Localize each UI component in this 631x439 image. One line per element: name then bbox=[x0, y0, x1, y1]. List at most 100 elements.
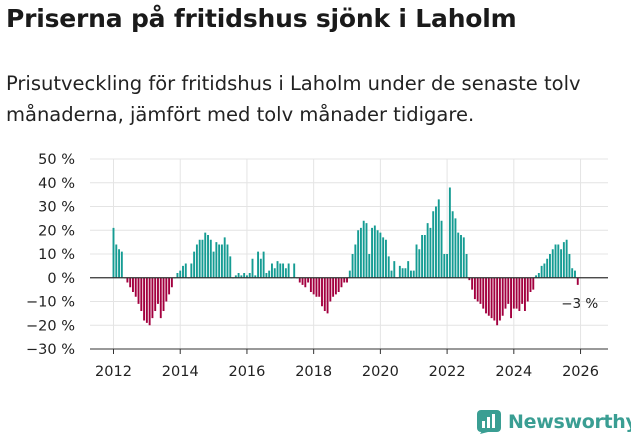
bar bbox=[304, 277, 307, 288]
bar bbox=[493, 277, 496, 321]
bar bbox=[190, 263, 193, 278]
bar bbox=[398, 265, 401, 278]
bar bbox=[440, 220, 443, 278]
bar bbox=[145, 277, 148, 323]
bar bbox=[343, 277, 346, 283]
bar bbox=[271, 263, 273, 278]
bar bbox=[265, 273, 268, 278]
grid-lines bbox=[90, 158, 608, 350]
bar bbox=[218, 244, 221, 278]
y-tick-label: 30 % bbox=[38, 200, 75, 216]
bar bbox=[501, 277, 504, 316]
bar bbox=[220, 244, 223, 278]
bar bbox=[504, 277, 507, 309]
bar bbox=[176, 273, 179, 278]
bar bbox=[298, 277, 301, 283]
bar bbox=[537, 273, 540, 278]
bar bbox=[462, 237, 465, 278]
bar bbox=[312, 277, 315, 295]
bar bbox=[410, 270, 412, 278]
bar bbox=[574, 270, 576, 278]
bar bbox=[326, 277, 329, 314]
bar bbox=[334, 277, 337, 295]
bar bbox=[465, 254, 468, 278]
bar bbox=[490, 277, 493, 319]
bar bbox=[551, 249, 554, 278]
y-tick-label: 40 % bbox=[38, 176, 75, 192]
bar bbox=[535, 275, 538, 278]
bar bbox=[382, 237, 385, 278]
axis-labels: 50 % 40 % 30 % 20 % 10 % 0 % −10 % −20 % −30 % 20… bbox=[26, 152, 599, 380]
bar bbox=[168, 277, 171, 295]
bar bbox=[323, 277, 326, 311]
bar bbox=[279, 263, 282, 278]
bar bbox=[532, 277, 535, 290]
bar bbox=[115, 244, 118, 278]
bar bbox=[393, 261, 396, 278]
bar bbox=[376, 230, 379, 278]
bar bbox=[576, 277, 579, 285]
bar bbox=[468, 277, 471, 281]
x-tick-label: 2018 bbox=[295, 364, 332, 380]
bar bbox=[518, 277, 521, 311]
bar bbox=[318, 277, 321, 297]
x-tick-label: 2016 bbox=[228, 364, 265, 380]
bar bbox=[512, 277, 515, 309]
bar bbox=[212, 251, 215, 278]
bar bbox=[554, 244, 557, 278]
bar bbox=[362, 220, 365, 278]
bar-series bbox=[112, 187, 579, 326]
bar bbox=[137, 277, 140, 304]
bar bbox=[307, 277, 310, 283]
bar bbox=[257, 251, 260, 278]
bar bbox=[387, 256, 390, 278]
chart-subtitle: Prisutveckling för fritidshus i Laholm u… bbox=[6, 72, 581, 126]
bar bbox=[526, 277, 529, 302]
y-tick-label: 50 % bbox=[38, 152, 75, 168]
bar bbox=[451, 211, 454, 278]
bar bbox=[332, 277, 335, 297]
y-tick-label: 20 % bbox=[38, 223, 75, 239]
y-tick-label: −10 % bbox=[26, 295, 75, 311]
bar bbox=[112, 227, 115, 278]
bar bbox=[401, 268, 404, 278]
bar bbox=[129, 277, 132, 288]
x-tick-label: 2022 bbox=[429, 364, 466, 380]
bar bbox=[354, 244, 357, 278]
bar bbox=[346, 277, 348, 283]
bar bbox=[240, 275, 243, 278]
bar bbox=[373, 225, 376, 278]
bar bbox=[118, 249, 121, 278]
bar bbox=[540, 265, 543, 278]
bar bbox=[201, 239, 204, 278]
bar bbox=[276, 261, 279, 278]
bar bbox=[562, 242, 565, 278]
bar bbox=[348, 270, 351, 278]
bar bbox=[487, 277, 490, 316]
bar bbox=[198, 239, 201, 278]
bar bbox=[437, 199, 440, 278]
bar bbox=[368, 254, 371, 278]
bar bbox=[223, 237, 226, 278]
bar bbox=[565, 239, 568, 278]
bar bbox=[418, 249, 421, 278]
bar bbox=[351, 254, 354, 278]
bar bbox=[515, 277, 518, 309]
bar bbox=[245, 275, 248, 278]
bar bbox=[429, 227, 432, 278]
bar bbox=[165, 277, 168, 302]
bar bbox=[415, 244, 418, 278]
bar bbox=[243, 273, 246, 278]
chart-title: Priserna på fritidshus sjönk i Laholm bbox=[6, 4, 517, 33]
bar bbox=[204, 232, 207, 278]
bar bbox=[482, 277, 485, 309]
y-tick-label: 10 % bbox=[38, 247, 75, 263]
bar bbox=[357, 230, 360, 278]
bar bbox=[179, 270, 182, 278]
brand-logo: Newsworthy bbox=[476, 407, 631, 437]
bar bbox=[315, 277, 318, 297]
bar bbox=[248, 273, 251, 278]
bar bbox=[460, 235, 462, 278]
bar bbox=[560, 249, 563, 278]
brand-name: Newsworthy bbox=[508, 411, 631, 433]
